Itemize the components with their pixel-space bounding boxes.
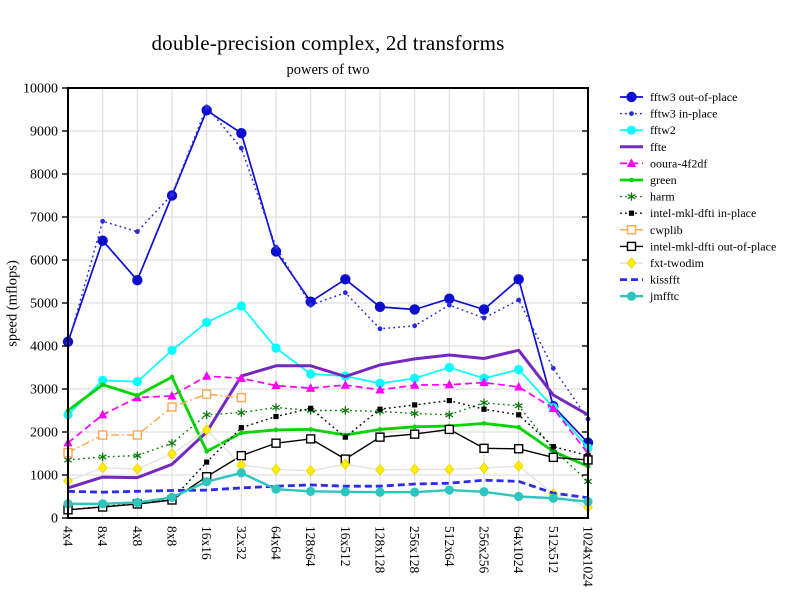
x-tick-label: 64x64: [269, 526, 284, 560]
legend: fftw3 out-of-place fftw3 in-place fftw2 fft…: [620, 90, 776, 303]
legend-item-harm: harm: [620, 190, 675, 204]
legend-label: fftw3 out-of-place: [650, 90, 737, 104]
legend-label: green: [650, 173, 677, 187]
chart-title: double-precision complex, 2d transforms: [151, 31, 505, 55]
series-fftw3-in-place: [65, 104, 591, 422]
series-kissfft: [67, 478, 589, 500]
y-tick-label: 3000: [30, 383, 58, 398]
legend-item-jmfftc: jmfftc: [620, 289, 679, 303]
series-cwplib: [63, 389, 247, 458]
x-tick-label: 16x512: [338, 526, 353, 567]
legend-label: ooura-4f2df: [650, 156, 707, 170]
legend-item-green: green: [620, 173, 677, 187]
chart-subtitle: powers of two: [286, 62, 370, 78]
y-tick-label: 0: [51, 512, 58, 527]
legend-label: harm: [650, 190, 675, 204]
series-fxt-twodim: [63, 424, 593, 514]
legend-label: ffte: [650, 140, 666, 154]
legend-item-fftw2: fftw2: [620, 123, 676, 137]
legend-item-ooura-4f2df: ooura-4f2df: [620, 156, 707, 170]
legend-item-cwplib: cwplib: [620, 223, 683, 237]
y-tick-label: 1000: [30, 469, 58, 484]
x-tick-label: 128x128: [373, 526, 388, 574]
y-tick-label: 7000: [30, 211, 58, 226]
legend-item-fftw3-out-of-place: fftw3 out-of-place: [620, 90, 737, 104]
legend-label: fxt-twodim: [650, 256, 705, 270]
legend-label: kissfft: [650, 273, 680, 287]
y-tick-label: 10000: [23, 82, 58, 97]
x-tick-label: 512x64: [442, 526, 457, 567]
x-tick-label: 128x64: [303, 526, 318, 567]
legend-item-intel-mkl-dfti-in-place: intel-mkl-dfti in-place: [620, 206, 756, 220]
legend-label: fftw3 in-place: [650, 107, 717, 121]
legend-item-fxt-twodim: fxt-twodim: [620, 256, 705, 270]
legend-item-ffte: ffte: [620, 140, 666, 154]
legend-item-kissfft: kissfft: [620, 273, 680, 287]
legend-label: cwplib: [650, 223, 683, 237]
x-tick-label: 64x1024: [511, 526, 526, 574]
legend-label: intel-mkl-dfti out-of-place: [650, 239, 776, 253]
x-tick-label: 8x4: [95, 526, 110, 547]
legend-item-intel-mkl-dfti-out-of-place: intel-mkl-dfti out-of-place: [620, 239, 776, 253]
y-tick-label: 2000: [30, 426, 58, 441]
x-tick-label: 512x512: [546, 526, 561, 573]
y-tick-label: 8000: [30, 168, 58, 183]
y-tick-label: 6000: [30, 254, 58, 269]
legend-label: fftw2: [650, 123, 676, 137]
y-axis-label: speed (mflops): [4, 260, 21, 347]
x-tick-label: 32x32: [234, 526, 249, 560]
series-harm: [63, 398, 593, 486]
axes-frame: 0 1000 2000 3000 4000 5000 6000 7000 8000 9000 100…: [23, 82, 596, 588]
y-tick-label: 5000: [30, 297, 58, 312]
x-tick-label: 1024x1024: [581, 526, 596, 587]
series-jmfftc: [63, 468, 593, 509]
x-tick-label: 16x16: [199, 526, 214, 560]
x-tick-label: 256x256: [477, 526, 492, 574]
series-ffte: [67, 348, 589, 490]
x-tick-label: 256x128: [407, 526, 422, 574]
x-tick-label: 8x8: [165, 526, 180, 547]
legend-label: jmfftc: [649, 289, 679, 303]
y-tick-label: 4000: [30, 340, 58, 355]
y-tick-label: 9000: [30, 125, 58, 140]
x-tick-label: 4x8: [130, 526, 145, 547]
gridlines: [68, 88, 588, 518]
legend-item-fftw3-in-place: fftw3 in-place: [620, 107, 717, 121]
x-tick-label: 4x4: [61, 526, 76, 547]
legend-label: intel-mkl-dfti in-place: [650, 206, 756, 220]
